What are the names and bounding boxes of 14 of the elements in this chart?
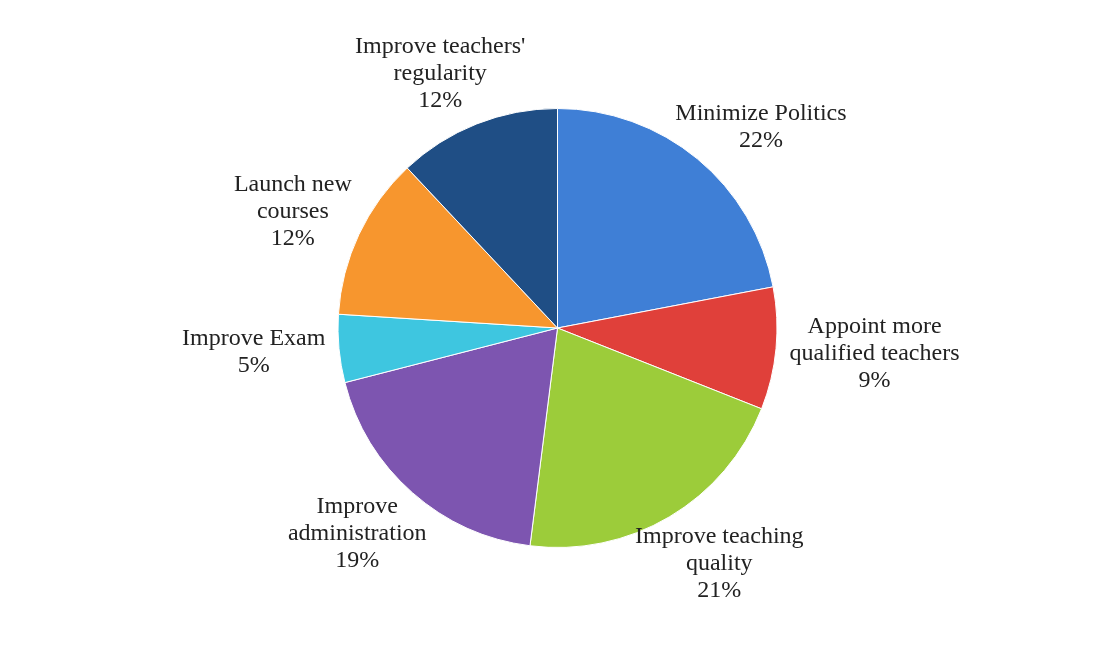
data-label: 9%: [858, 366, 891, 393]
data-label: 21%: [697, 576, 742, 603]
data-label: 12%: [418, 85, 463, 112]
slice-label: Improve Exam: [182, 324, 326, 351]
slice-label: Minimize Politics: [675, 99, 847, 126]
slice-label: Appoint more qualified teachers: [789, 312, 960, 366]
slice-label: Improve teaching quality: [634, 522, 804, 576]
data-label: 19%: [335, 545, 380, 572]
data-label: 22%: [738, 126, 783, 153]
slice-label: Improve teachers' regularity: [355, 31, 526, 85]
data-label: 12%: [270, 223, 315, 250]
data-label: 5%: [237, 351, 270, 378]
slice-label: Improve administration: [287, 491, 427, 545]
slice-label: Launch new courses: [233, 169, 353, 223]
